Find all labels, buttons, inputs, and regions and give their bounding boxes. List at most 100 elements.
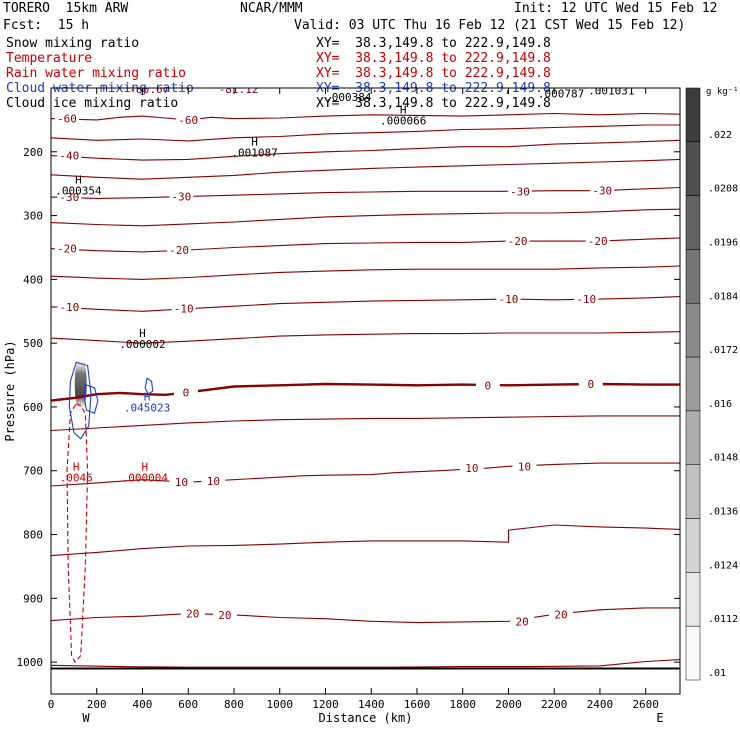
temperature-contour-label: -60 — [57, 113, 77, 126]
cloud-water-max-label: H .045023 — [124, 391, 170, 415]
cloud-water-contour — [144, 377, 154, 396]
y-tick-label: 900 — [23, 592, 43, 605]
temperature-contour-label: 20 — [218, 609, 231, 622]
temperature-contour-label: -20 — [508, 235, 528, 248]
forecast-hour: Fcst: 15 h — [3, 18, 90, 33]
colorbar-tick-label: .0196 — [708, 237, 738, 248]
y-tick-label: 800 — [23, 529, 43, 542]
temperature-contour-label: 20 — [186, 608, 199, 621]
field-xy-rain: XY= 38.3,149.8 to 222.9,149.8 — [316, 66, 551, 81]
colorbar-tick-label: .0208 — [708, 184, 738, 195]
temperature-contour — [51, 237, 680, 253]
field-label-cloud-water: Cloud water mixing ratio — [6, 81, 194, 96]
colorbar-segment — [685, 625, 701, 681]
x-tick-label: 1800 — [449, 698, 476, 711]
colorbar-segment — [685, 518, 701, 573]
temperature-contour-label: -30 — [171, 190, 191, 203]
plot-frame — [50, 87, 681, 695]
snow-max-label: .000787 — [538, 88, 584, 101]
y-tick-label: 400 — [23, 273, 43, 286]
colorbar-segment — [685, 356, 701, 412]
temperature-contour — [51, 112, 680, 121]
field-label-rain: Rain water mixing ratio — [6, 66, 187, 81]
contour-label-bg — [173, 386, 198, 399]
contour-label-bg — [212, 608, 237, 621]
colorbar-tick-label: .0184 — [708, 291, 738, 302]
temperature-contour — [51, 659, 680, 668]
contour-label-bg — [475, 379, 500, 392]
contour-label-bg — [55, 112, 80, 125]
temperature-contour — [51, 158, 680, 180]
contour-label-bg — [169, 476, 194, 489]
snow-max-label: H .001087 — [231, 135, 277, 159]
x-tick-label: 400 — [133, 698, 153, 711]
cloud-water-contour — [83, 383, 99, 415]
snow-max-label: H .000066 — [380, 104, 426, 128]
contour-label-bg — [57, 300, 82, 313]
x-tick-label: 1000 — [266, 698, 293, 711]
colorbar-segment — [685, 87, 701, 143]
field-xy-cloud-ice: XY= 38.3,149.8 to 222.9,149.8 — [316, 96, 551, 111]
contour-label-bg — [171, 302, 196, 315]
colorbar-segment — [685, 303, 701, 358]
colorbar-segment — [685, 195, 701, 250]
init-time: Init: 12 UTC Wed 15 Feb 12 — [514, 1, 718, 16]
contour-label-bg — [585, 235, 610, 248]
temperature-contour — [51, 265, 680, 280]
y-axis-label: Pressure (hPa) — [3, 340, 17, 441]
temperature-contour-label: 10 — [175, 476, 188, 489]
contour-label-bg — [510, 615, 535, 628]
temperature-contour-label: 10 — [518, 460, 531, 473]
contour-label-bg — [57, 149, 82, 162]
x-tick-label: 1200 — [312, 698, 339, 711]
cloud-water-contour — [68, 361, 92, 440]
colorbar-tick-label: .022 — [708, 130, 732, 141]
x-tick-label: 2000 — [495, 698, 522, 711]
colorbar-segment — [685, 141, 701, 196]
x-axis-label: Distance (km) — [319, 711, 413, 725]
contour-label-bg — [201, 474, 226, 487]
contour-label-bg — [512, 460, 537, 473]
x-tick-label: 2600 — [632, 698, 659, 711]
temperature-contour — [51, 124, 680, 142]
temperature-contour — [51, 186, 680, 199]
snow-max-label: H .000354 — [55, 174, 102, 198]
temperature-contour-label: -20 — [169, 244, 189, 257]
colorbar-tick-label: .0172 — [708, 345, 738, 356]
endpoint-right: E — [656, 711, 663, 725]
contour-label-bg — [507, 185, 532, 198]
contour-label-bg — [574, 293, 599, 306]
x-tick-label: 1400 — [358, 698, 385, 711]
colorbar-tick-label: .0112 — [708, 614, 738, 625]
contour-layer: -60 -60 -40 -30 -30 -30 -30 -20 -20 -20 -20 -10 -10 -… — [51, 88, 680, 670]
temperature-contour — [51, 331, 680, 344]
colorbar-segment — [685, 410, 701, 465]
temperature-contour-label: 20 — [554, 608, 567, 621]
temperature-contour-label: -10 — [174, 303, 194, 316]
y-tick-label: 200 — [23, 146, 43, 159]
field-label-cloud-ice: Cloud ice mixing ratio — [6, 96, 179, 111]
temperature-contour-label: -20 — [588, 235, 608, 248]
rain-max-label: H .0046 — [60, 461, 93, 485]
temperature-contour-label: 0 — [485, 379, 492, 392]
temperature-contour-label: 0 — [183, 386, 190, 399]
temperature-contour — [51, 382, 680, 402]
snow-shading — [74, 355, 87, 414]
colorbar-tick-label: .016 — [708, 399, 732, 410]
temperature-contour-label: -30 — [59, 191, 79, 204]
temperature-contour-label: -10 — [59, 301, 79, 314]
field-xy-snow: XY= 38.3,149.8 to 222.9,149.8 — [316, 36, 551, 51]
rain-max-label: H .000004 — [122, 461, 169, 485]
contour-label-bg — [590, 184, 615, 197]
temperature-contour — [51, 415, 680, 432]
snow-max-label: H .000002 — [119, 327, 165, 351]
y-tick-label: 500 — [23, 337, 43, 350]
center-title: NCAR/MMM — [240, 1, 303, 16]
contour-label-bg — [180, 607, 205, 620]
temperature-contour — [51, 607, 680, 624]
contour-label-bg — [57, 191, 82, 204]
temperature-contour — [51, 139, 680, 161]
temperature-contour-label: 20 — [516, 615, 529, 628]
contour-label-bg — [169, 190, 194, 203]
